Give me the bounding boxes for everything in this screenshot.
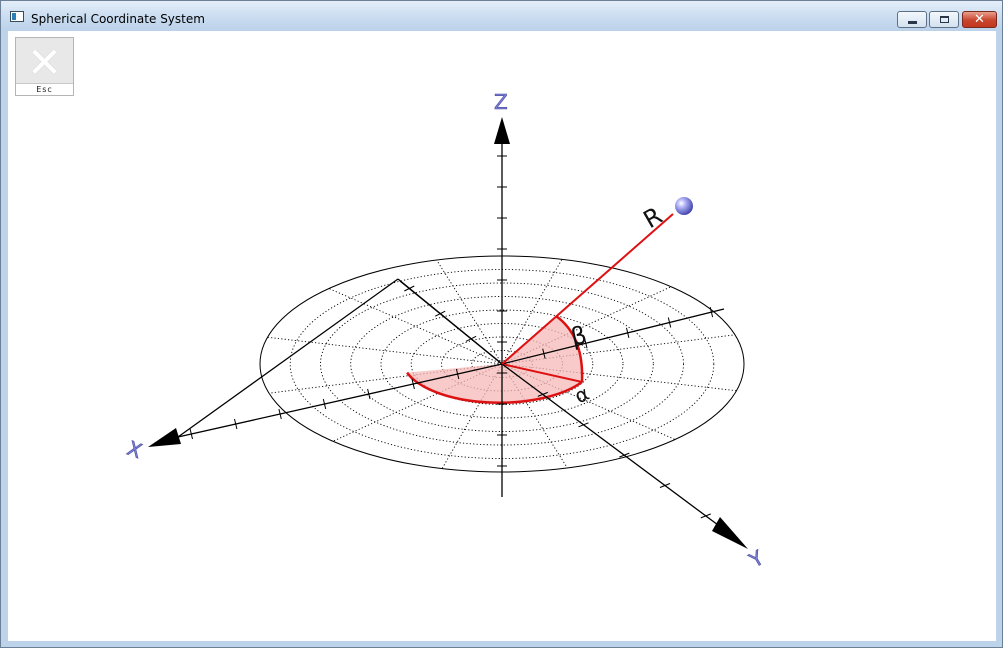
x-axis-label: X	[124, 436, 145, 463]
x-axis-arrow-icon	[148, 428, 181, 447]
axis-tick	[626, 327, 630, 339]
axis-tick	[619, 452, 630, 458]
axis-tick	[537, 391, 548, 397]
esc-button-label: Esc	[16, 83, 73, 95]
alpha-label: α	[571, 381, 593, 408]
radius-vector	[501, 213, 674, 365]
axis-tick	[434, 310, 446, 317]
beta-label: β	[568, 321, 589, 352]
axis-tick	[578, 422, 589, 428]
y-axis-arrow-icon	[712, 517, 748, 549]
minimize-button[interactable]	[897, 11, 927, 28]
axis-tick	[189, 428, 193, 440]
axis-tick	[322, 398, 327, 410]
axis-tick	[709, 306, 714, 318]
axis-tick	[465, 335, 477, 342]
title-bar[interactable]: Spherical Coordinate System ✕	[1, 1, 1002, 31]
polar-grid-ray	[436, 259, 503, 365]
axis-tick	[367, 388, 371, 400]
y-axis-negative	[399, 280, 503, 365]
axis-tick	[404, 285, 415, 292]
axis-tick	[667, 317, 672, 328]
point-sphere-icon[interactable]	[675, 197, 693, 215]
radius-label: R	[639, 202, 667, 235]
axis-tick	[234, 418, 238, 430]
close-icon: ✕	[974, 12, 985, 27]
esc-button[interactable]: ✕ Esc	[15, 37, 74, 96]
axis-tick	[542, 348, 546, 359]
axis-ticks	[189, 155, 714, 519]
maximize-button[interactable]	[929, 11, 959, 28]
z-axis-label: Z	[494, 90, 508, 114]
minimize-icon	[908, 21, 917, 24]
window-title: Spherical Coordinate System	[31, 12, 205, 26]
app-icon	[10, 11, 24, 22]
z-axis-arrow-icon	[494, 117, 510, 144]
projection-line	[501, 363, 583, 383]
axis-tick	[584, 338, 588, 349]
canvas-area[interactable]: Z X Y R β α ✕ Esc	[8, 31, 996, 641]
polar-grid-ring	[380, 309, 624, 419]
y-axis	[501, 363, 719, 526]
x-axis-line	[177, 363, 503, 438]
axis-tick	[659, 483, 671, 488]
close-x-icon: ✕	[26, 38, 63, 87]
axis-tick	[700, 513, 711, 519]
alpha-sector	[407, 364, 582, 403]
beta-arc	[555, 314, 584, 383]
y-axis-label: Y	[744, 545, 768, 573]
maximize-icon	[940, 16, 949, 23]
beta-sector	[502, 316, 583, 382]
alpha-arc	[406, 371, 583, 404]
close-button[interactable]: ✕	[962, 11, 997, 28]
polar-grid-ray	[328, 288, 503, 365]
x-axis-positive-right	[501, 308, 725, 365]
axis-tick	[411, 378, 415, 390]
spherical-coordinate-scene[interactable]: Z X Y R β α	[8, 31, 996, 641]
polar-grid-ring	[320, 282, 684, 446]
axis-tick	[455, 368, 460, 380]
axis-tick	[278, 408, 282, 420]
